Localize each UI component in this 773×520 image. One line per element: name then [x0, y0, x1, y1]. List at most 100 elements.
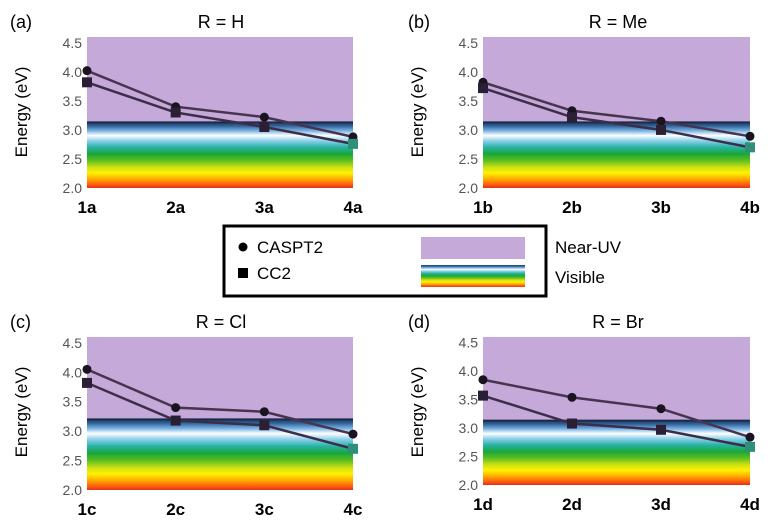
point-caspt2-2d [567, 392, 577, 402]
point-cc2-4a [348, 138, 358, 149]
visible-band-b [483, 122, 750, 188]
y-tick-label-c-5: 4.5 [63, 335, 83, 351]
legend-square-marker [238, 268, 248, 278]
near-uv-band-d [483, 337, 750, 421]
panel-label-a: (a) [10, 12, 32, 32]
y-axis-label-a: Energy (eV) [12, 67, 31, 158]
point-cc2-1d [478, 390, 488, 401]
point-cc2-4d [745, 441, 755, 452]
point-cc2-1c [82, 377, 92, 388]
point-caspt2-1a [82, 66, 92, 76]
y-tick-label-b-4: 4.0 [459, 64, 479, 80]
y-axis-label-c: Energy (eV) [12, 367, 31, 458]
point-caspt2-2c [171, 403, 181, 413]
x-category-label-2d: 2d [562, 495, 582, 514]
series-line-cc2-b [482, 86, 751, 149]
y-tick-label-a-4: 4.0 [63, 64, 83, 80]
x-category-label-1a: 1a [78, 198, 97, 217]
point-cc2-3c [259, 420, 270, 431]
y-tick-label-a-2: 3.0 [63, 122, 83, 138]
series-line-cc2-c [86, 381, 354, 451]
legend-visible-label: Visible [555, 268, 605, 287]
series-line-cc2-d [482, 394, 751, 449]
y-tick-label-d-3: 3.5 [459, 392, 479, 408]
chart-title-c: R = Cl [196, 312, 247, 332]
y-tick-label-d-1: 2.5 [459, 449, 479, 465]
panel-r-br: (d) R = Br Energy (eV) 2.0 2.5 3.0 3.5 4.0 4.… [408, 312, 760, 514]
y-tick-label-d-4: 4.0 [459, 363, 479, 379]
point-cc2-4b [745, 142, 755, 153]
point-cc2-2d [567, 418, 577, 429]
legend-near-uv-swatch [421, 237, 525, 259]
legend-caspt2-label: CASPT2 [257, 238, 323, 257]
point-cc2-2a [170, 107, 181, 118]
chart-title-b: R = Me [589, 12, 648, 32]
chart-title-a: R = H [198, 12, 245, 32]
x-category-label-4c: 4c [344, 500, 363, 519]
panel-r-cl: (c) R = Cl Energy (eV) 2.0 2.5 3.0 3.5 4.0 4.… [10, 312, 362, 519]
chart-title-d: R = Br [592, 312, 644, 332]
visible-band-a [87, 122, 353, 188]
point-caspt2-3c [259, 407, 269, 417]
point-cc2-2c [170, 415, 181, 426]
y-tick-label-d-5: 4.5 [459, 335, 479, 351]
y-tick-label-a-3: 3.5 [63, 93, 83, 109]
legend: CASPT2 CC2 Near-UV Visible [222, 224, 622, 298]
panel-label-d: (d) [408, 312, 430, 332]
point-caspt2-4c [348, 429, 358, 439]
series-line-caspt2-d [482, 378, 751, 439]
legend-circle-marker [238, 242, 248, 252]
x-category-label-3c: 3c [255, 500, 274, 519]
y-axis-label-b: Energy (eV) [408, 67, 427, 158]
y-tick-label-b-1: 2.5 [459, 151, 479, 167]
y-tick-label-c-2: 3.0 [63, 423, 83, 439]
y-tick-label-b-2: 3.0 [459, 122, 479, 138]
y-tick-label-d-2: 3.0 [459, 420, 479, 436]
x-category-label-3a: 3a [255, 198, 274, 217]
point-cc2-1b [478, 83, 488, 94]
y-tick-label-c-3: 3.5 [63, 394, 83, 410]
x-category-label-4a: 4a [344, 198, 363, 217]
y-tick-label-d-0: 2.0 [459, 477, 479, 493]
x-category-label-1d: 1d [473, 495, 493, 514]
y-tick-label-b-5: 4.5 [459, 35, 479, 51]
x-category-label-4d: 4d [740, 495, 760, 514]
x-category-label-2b: 2b [562, 198, 582, 217]
x-category-label-1c: 1c [78, 500, 97, 519]
series-line-caspt2-b [482, 81, 751, 138]
panel-label-c: (c) [10, 312, 31, 332]
legend-visible-swatch [421, 265, 525, 287]
point-caspt2-3a [259, 112, 269, 122]
point-caspt2-3b [656, 116, 666, 126]
y-tick-label-a-1: 2.5 [63, 151, 83, 167]
near-uv-band-a [87, 37, 353, 123]
series-line-cc2-a [86, 81, 354, 146]
point-cc2-1a [82, 77, 92, 88]
point-caspt2-3d [656, 404, 666, 414]
panel-label-b: (b) [408, 12, 430, 32]
x-category-label-3b: 3b [651, 198, 671, 217]
point-caspt2-4b [745, 131, 755, 141]
point-cc2-2b [567, 112, 577, 123]
visible-band-c [87, 419, 353, 490]
x-category-label-1b: 1b [473, 198, 493, 217]
y-tick-label-c-4: 4.0 [63, 364, 83, 380]
x-category-label-4b: 4b [740, 198, 760, 217]
y-tick-label-b-0: 2.0 [459, 180, 479, 196]
y-tick-label-c-1: 2.5 [63, 453, 83, 469]
x-category-label-3d: 3d [651, 495, 671, 514]
y-axis-label-d: Energy (eV) [408, 367, 427, 458]
x-category-label-2c: 2c [166, 500, 185, 519]
point-cc2-3a [259, 122, 270, 133]
y-tick-label-c-0: 2.0 [63, 482, 83, 498]
series-line-caspt2-c [86, 368, 354, 436]
point-cc2-3d [656, 424, 666, 435]
near-uv-band-c [87, 337, 353, 420]
point-caspt2-4d [745, 432, 755, 442]
point-caspt2-1c [82, 364, 92, 374]
point-caspt2-1d [478, 375, 488, 385]
panel-r-me: (b) R = Me Energy (eV) 2.0 2.5 3.0 3.5 4.0 4.… [408, 12, 760, 217]
series-line-caspt2-a [86, 69, 354, 139]
y-tick-label-a-0: 2.0 [63, 180, 83, 196]
